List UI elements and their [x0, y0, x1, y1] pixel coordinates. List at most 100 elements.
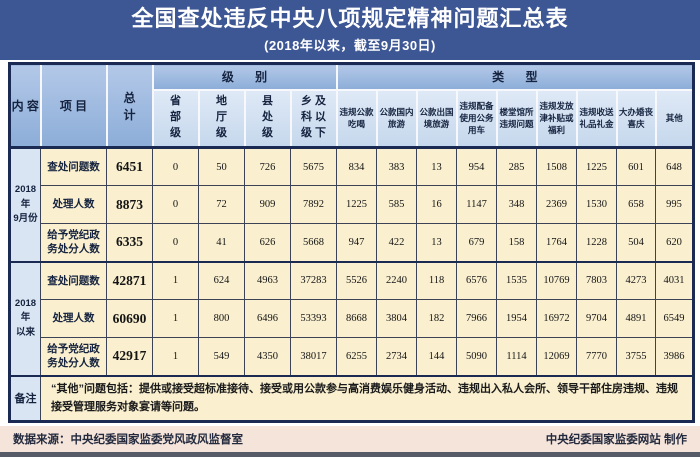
data-cell: 16972: [536, 299, 578, 338]
header-type-official-cars: 违规配备 使用公务 用车: [455, 88, 498, 149]
data-cell: 1228: [576, 223, 618, 262]
title-band: 全国查处违反中央八项规定精神问题汇总表 (2018年以来，截至9月30日): [0, 0, 700, 60]
row-label: 处理人数: [40, 185, 107, 224]
header-type-domestic-travel: 公款国内 旅游: [375, 88, 418, 149]
header-group-level: 级 别: [151, 62, 338, 91]
data-cell: 6496: [244, 299, 291, 338]
data-cell: 6255: [336, 337, 378, 376]
row-label: 给予党纪政 务处分人数: [40, 337, 107, 376]
data-cell: 4273: [616, 260, 657, 300]
data-cell: 1: [152, 299, 199, 338]
data-cell: 422: [376, 223, 418, 262]
data-cell: 626: [244, 223, 291, 262]
data-cell: 158: [496, 223, 538, 262]
data-cell: 658: [616, 185, 657, 224]
data-cell: 954: [456, 147, 498, 186]
data-cell: 13: [416, 147, 458, 186]
page-subtitle: (2018年以来，截至9月30日): [264, 37, 436, 53]
header-level-county: 县 处 级: [243, 88, 292, 149]
remark-text: “其他”问题包括：提供或接受超标准接待、接受或用公款参与高消费娱乐健身活动、违规…: [39, 374, 695, 422]
header-type-overseas-travel: 公款出国 境旅游: [415, 88, 458, 149]
data-cell: 5668: [289, 223, 338, 262]
remark-label: 备注: [9, 374, 41, 422]
header-level-province: 省 部 级: [151, 88, 200, 149]
data-cell: 1535: [496, 260, 538, 300]
total-cell: 60690: [106, 299, 153, 338]
data-cell: 909: [244, 185, 291, 224]
data-cell: 5090: [456, 337, 498, 376]
credit-text: 中央纪委国家监委网站 制作: [545, 434, 687, 446]
data-cell: 3804: [376, 299, 418, 338]
data-cell: 182: [416, 299, 458, 338]
data-cell: 679: [456, 223, 498, 262]
data-cell: 1: [152, 337, 199, 376]
data-cell: 118: [416, 260, 458, 300]
data-cell: 1530: [576, 185, 618, 224]
data-cell: 1: [152, 260, 199, 300]
data-cell: 834: [336, 147, 378, 186]
period-since-2018: 2018年 以来: [9, 260, 41, 376]
header-type-other: 其他: [654, 88, 695, 149]
data-cell: 2369: [536, 185, 578, 224]
data-cell: 0: [152, 147, 199, 186]
data-cell: 3755: [616, 337, 657, 376]
data-cell: 1225: [336, 185, 378, 224]
data-cell: 0: [152, 185, 199, 224]
data-cell: 4031: [655, 260, 695, 300]
data-cell: 10769: [536, 260, 578, 300]
source-band: 数据来源：中央纪委国家监委党风政风监督室 中央纪委国家监委网站 制作: [0, 426, 700, 452]
data-cell: 383: [376, 147, 418, 186]
data-cell: 585: [376, 185, 418, 224]
data-cell: 144: [416, 337, 458, 376]
data-cell: 6549: [655, 299, 695, 338]
row-label: 查处问题数: [40, 260, 107, 300]
data-cell: 8668: [336, 299, 378, 338]
data-cell: 5675: [289, 147, 338, 186]
data-cell: 37283: [289, 260, 338, 300]
data-cell: 601: [616, 147, 657, 186]
total-cell: 6451: [106, 147, 153, 186]
bottom-strip: [0, 452, 700, 457]
header-project: 项 目: [39, 62, 108, 149]
data-cell: 549: [198, 337, 245, 376]
data-cell: 504: [616, 223, 657, 262]
data-cell: 4891: [616, 299, 657, 338]
data-cell: 1114: [496, 337, 538, 376]
violations-summary-table: 内 容 项 目 总 计 级 别 类 型 省 部 级 地 厅 级 县 处 级 乡 …: [8, 62, 696, 423]
data-cell: 2240: [376, 260, 418, 300]
header-type-gifts: 违规收送 礼品礼金: [575, 88, 618, 149]
data-cell: 1508: [536, 147, 578, 186]
data-cell: 4963: [244, 260, 291, 300]
period-sep-2018: 2018年 9月份: [9, 147, 41, 262]
data-cell: 7966: [456, 299, 498, 338]
header-group-type: 类 型: [335, 62, 695, 91]
data-source-text: 数据来源：中央纪委国家监委党风政风监督室: [13, 434, 243, 446]
data-cell: 13: [416, 223, 458, 262]
data-cell: 1954: [496, 299, 538, 338]
row-label: 给予党纪政 务处分人数: [40, 223, 107, 262]
data-cell: 648: [655, 147, 695, 186]
header-level-township-below: 乡 及 科 以 级 下: [289, 88, 338, 149]
data-cell: 1147: [456, 185, 498, 224]
data-cell: 1764: [536, 223, 578, 262]
total-cell: 42917: [106, 337, 153, 376]
data-cell: 7803: [576, 260, 618, 300]
data-cell: 3986: [655, 337, 695, 376]
row-label: 处理人数: [40, 299, 107, 338]
data-cell: 285: [496, 147, 538, 186]
header-type-weddings-funerals: 大办婚丧 喜庆: [615, 88, 657, 149]
data-cell: 7892: [289, 185, 338, 224]
page-title: 全国查处违反中央八项规定精神问题汇总表: [131, 6, 569, 32]
data-cell: 1225: [576, 147, 618, 186]
data-cell: 947: [336, 223, 378, 262]
data-cell: 624: [198, 260, 245, 300]
header-type-buildings: 楼堂馆所 违规问题: [495, 88, 538, 149]
data-cell: 9704: [576, 299, 618, 338]
header-type-banquets: 违规公款 吃喝: [335, 88, 378, 149]
data-cell: 12069: [536, 337, 578, 376]
data-cell: 6576: [456, 260, 498, 300]
data-cell: 53393: [289, 299, 338, 338]
data-cell: 50: [198, 147, 245, 186]
data-cell: 41: [198, 223, 245, 262]
